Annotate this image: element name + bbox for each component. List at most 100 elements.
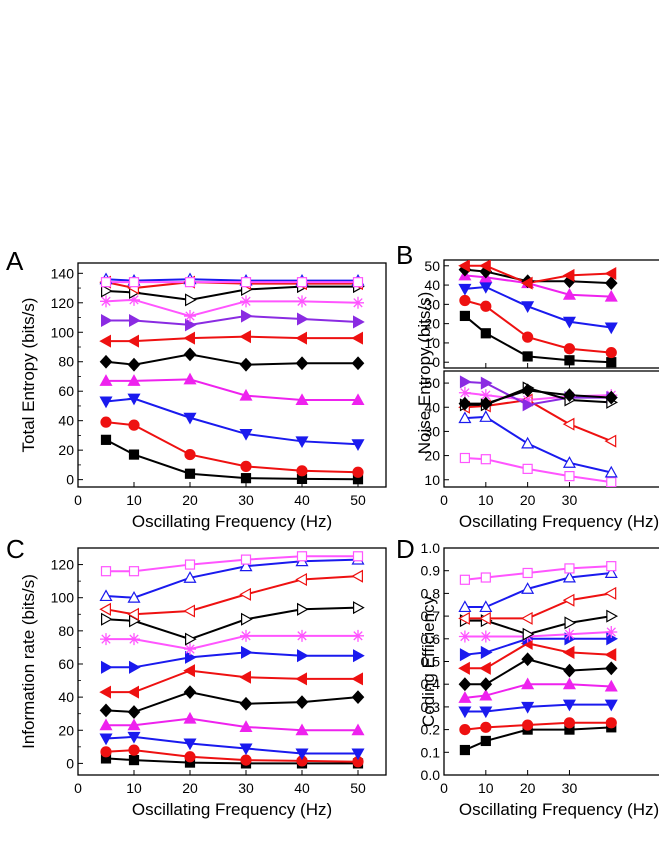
data-point-diamond xyxy=(604,390,618,405)
data-point-diamond xyxy=(239,696,253,711)
y-tick-label: 20 xyxy=(424,316,440,332)
data-point-tri-up xyxy=(604,465,618,478)
data-point-square xyxy=(128,449,140,460)
panel-label-a: A xyxy=(6,246,24,276)
data-point-tri-left xyxy=(458,260,470,273)
data-point-tri-left xyxy=(351,331,363,345)
data-point-diamond xyxy=(127,357,141,372)
data-point-tri-right xyxy=(185,318,197,332)
data-point-tri-down xyxy=(351,748,365,761)
data-point-square xyxy=(522,351,533,362)
y-tick-label: 100 xyxy=(51,324,75,340)
data-point-circle xyxy=(605,717,617,729)
data-point-tri-up xyxy=(183,372,197,385)
data-point-circle xyxy=(240,754,252,766)
data-point-tri-left xyxy=(183,664,195,678)
data-point-star xyxy=(563,628,576,641)
data-point-diamond xyxy=(183,347,197,362)
y-tick-label: 30 xyxy=(424,296,440,312)
data-point-square xyxy=(564,563,575,574)
data-point-circle xyxy=(563,717,576,729)
data-point-tri-left xyxy=(295,331,307,345)
series-group xyxy=(99,272,365,485)
data-point-square xyxy=(459,452,471,464)
data-point-square xyxy=(100,566,112,577)
data-point-square xyxy=(522,567,533,579)
y-tick-label: 50 xyxy=(424,375,440,391)
y-tick-label: 0.4 xyxy=(421,676,441,692)
data-point-tri-down xyxy=(604,699,618,712)
data-point-star xyxy=(184,643,196,656)
y-tick-label: 120 xyxy=(51,295,75,311)
series-line-5 xyxy=(106,335,358,343)
data-point-tri-up xyxy=(604,566,618,578)
x-tick-label: 40 xyxy=(294,492,310,508)
data-point-square xyxy=(480,328,491,339)
data-point-tri-left xyxy=(239,330,251,344)
data-point-tri-down xyxy=(239,743,253,756)
data-point-circle xyxy=(128,419,140,431)
data-point-square xyxy=(128,754,140,766)
x-axis-title: Oscillating Frequency (Hz) xyxy=(132,512,332,531)
data-point-tri-down xyxy=(127,393,141,406)
data-point-tri-down xyxy=(604,322,618,335)
series-line-10 xyxy=(105,278,358,282)
series-line-8 xyxy=(105,285,358,301)
x-tick-label: 10 xyxy=(126,780,142,796)
x-tick-label: 20 xyxy=(182,492,198,508)
data-point-tri-left xyxy=(604,266,617,281)
data-point-tri-down xyxy=(183,738,197,751)
data-point-diamond xyxy=(295,356,309,371)
plot-frame xyxy=(443,370,659,488)
data-point-tri-right xyxy=(241,309,253,323)
data-point-star xyxy=(458,386,471,399)
data-point-tri-down xyxy=(239,428,253,441)
data-point-square xyxy=(606,561,617,572)
series-line-6 xyxy=(106,651,358,669)
data-point-tri-right xyxy=(100,284,113,298)
series-group xyxy=(458,375,619,487)
y-tick-label: 60 xyxy=(58,383,74,399)
data-point-tri-up xyxy=(458,600,472,613)
data-point-tri-left xyxy=(99,334,112,348)
y-tick-label: 40 xyxy=(424,277,440,293)
data-point-tri-down xyxy=(127,731,141,744)
data-point-tri-left xyxy=(239,587,251,601)
data-point-star xyxy=(479,389,492,402)
data-point-tri-right xyxy=(459,375,472,389)
data-point-tri-down xyxy=(479,706,493,719)
data-point-square xyxy=(480,454,491,465)
x-tick-label: 10 xyxy=(478,780,494,796)
y-tick-label: 50 xyxy=(424,258,440,274)
data-point-diamond xyxy=(521,383,534,398)
data-point-tri-left xyxy=(604,586,617,600)
data-point-tri-right xyxy=(129,313,141,327)
data-point-tri-up xyxy=(183,571,197,583)
data-point-diamond xyxy=(604,276,618,291)
y-tick-label: 60 xyxy=(58,656,74,672)
data-point-tri-right xyxy=(353,315,365,329)
panel-d-coding-efficiency: 0.0 0.1 0.2 0.3 0.4 0.5 0.6 0.7 0.8 0.9 1.0 0 10 20 30… xyxy=(419,540,659,819)
series-group xyxy=(458,561,619,756)
x-tick-label: 10 xyxy=(126,492,142,508)
y-tick-label: 0.8 xyxy=(421,585,441,601)
data-point-tri-up xyxy=(239,388,253,401)
data-point-star xyxy=(128,633,140,646)
series-group xyxy=(458,260,618,368)
x-tick-label: 30 xyxy=(562,492,578,508)
data-point-tri-right xyxy=(480,376,493,390)
data-point-square xyxy=(128,277,140,288)
data-point-tri-up xyxy=(604,679,618,692)
data-point-tri-right xyxy=(241,612,253,626)
series-line-4 xyxy=(105,353,358,366)
data-point-tri-up xyxy=(239,720,253,732)
series-line-7 xyxy=(106,634,358,651)
series-line-6 xyxy=(106,315,359,326)
data-point-tri-right xyxy=(241,645,253,659)
data-point-square xyxy=(606,357,617,368)
series-line-7 xyxy=(105,298,359,318)
data-point-tri-up xyxy=(99,589,113,602)
data-point-star xyxy=(296,629,308,642)
data-point-circle xyxy=(100,746,112,758)
